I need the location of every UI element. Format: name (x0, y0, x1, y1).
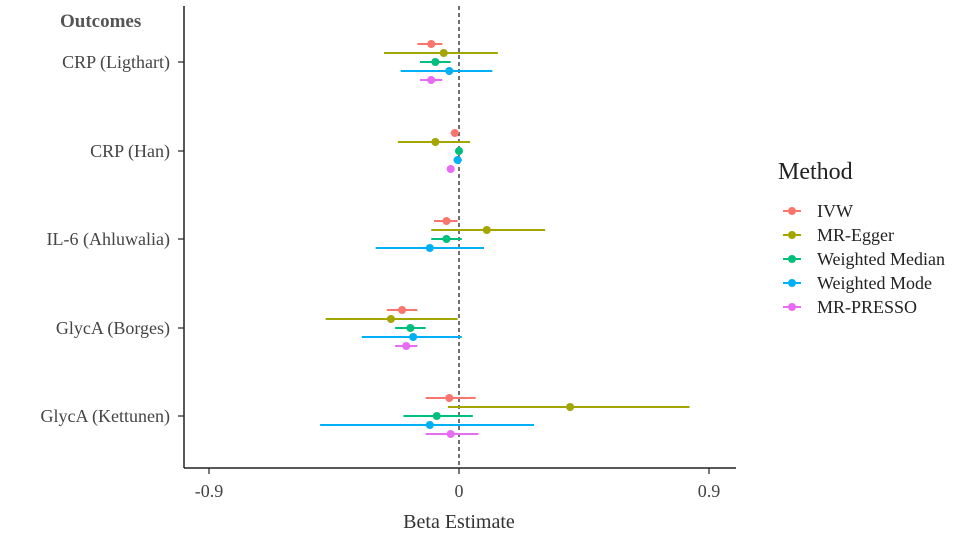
estimate-point (442, 217, 451, 225)
estimate-point (427, 40, 436, 48)
estimate-point (431, 58, 440, 66)
estimate-point (482, 226, 491, 234)
estimate-point (402, 342, 411, 350)
legend-key-point (788, 303, 796, 311)
estimate-point (453, 156, 462, 164)
estimate-point (398, 306, 407, 314)
estimate-point (439, 49, 448, 57)
estimate-point (386, 315, 395, 323)
legend-label: Weighted Median (817, 249, 945, 269)
x-tick-label: 0 (455, 481, 464, 501)
y-tick-label: CRP (Han) (90, 141, 170, 162)
estimate-point (566, 403, 575, 411)
legend-key-point (788, 231, 796, 239)
legend-label: Weighted Mode (817, 273, 932, 293)
estimate-point (406, 324, 415, 332)
estimate-point (432, 412, 441, 420)
legend-key-point (788, 207, 796, 215)
legend-title: Method (778, 159, 853, 185)
legend-label: MR-PRESSO (817, 297, 917, 317)
legend-label: IVW (817, 201, 853, 221)
estimate-point (455, 147, 463, 155)
estimate-point (425, 244, 434, 252)
legend-key-point (788, 279, 796, 287)
y-axis-ticks: CRP (Ligthart) CRP (Han) IL-6 (Ahluwalia) G… (41, 52, 184, 427)
legend-items: IVW MR-Egger Weighted Median Weighted Mode M… (783, 201, 945, 317)
x-axis-title: Beta Estimate (403, 511, 515, 533)
estimate-point (409, 333, 418, 341)
estimate-point (446, 165, 455, 173)
estimate-point (427, 76, 436, 84)
estimate-point (442, 235, 451, 243)
legend: Method IVW MR-Egger Weighted Median Weighte… (778, 159, 945, 317)
legend-label: MR-Egger (817, 225, 894, 245)
estimate-point (450, 129, 459, 137)
y-axis-title: Outcomes (60, 11, 141, 32)
y-tick-label: GlycA (Kettunen) (41, 406, 170, 427)
estimate-point (431, 138, 440, 146)
estimate-point (425, 421, 434, 429)
x-axis-ticks: -0.9 0 0.9 (195, 468, 721, 501)
y-tick-label: GlycA (Borges) (56, 318, 170, 339)
y-tick-label: CRP (Ligthart) (62, 52, 170, 73)
x-tick-label: 0.9 (698, 481, 721, 501)
estimate-point (445, 67, 454, 75)
estimate-marks (320, 40, 690, 438)
legend-key-point (788, 255, 796, 263)
estimate-point (445, 394, 454, 402)
estimate-point (446, 430, 455, 438)
x-tick-label: -0.9 (195, 481, 224, 501)
y-tick-label: IL-6 (Ahluwalia) (47, 229, 170, 250)
